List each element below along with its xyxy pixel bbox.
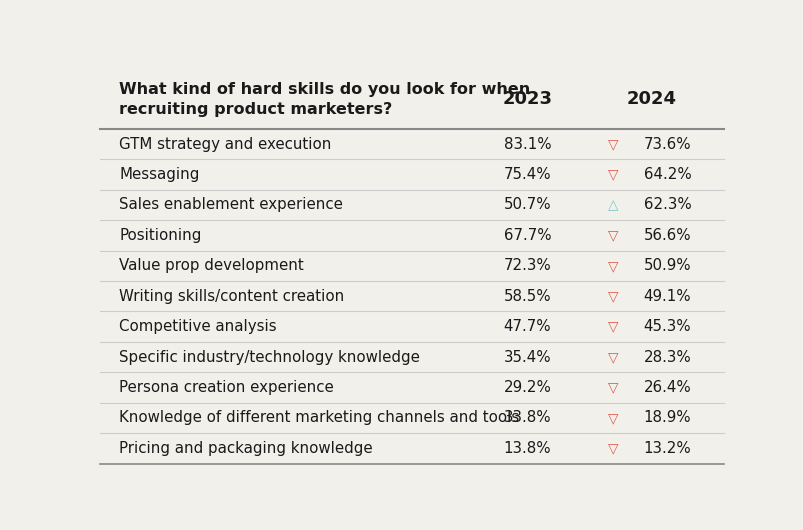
Text: What kind of hard skills do you look for when
recruiting product marketers?: What kind of hard skills do you look for… bbox=[119, 82, 530, 117]
Text: 47.7%: 47.7% bbox=[503, 319, 550, 334]
Text: 58.5%: 58.5% bbox=[503, 289, 550, 304]
Text: 18.9%: 18.9% bbox=[643, 410, 691, 426]
Text: 73.6%: 73.6% bbox=[643, 137, 691, 152]
Text: 50.9%: 50.9% bbox=[643, 258, 691, 273]
Text: Messaging: Messaging bbox=[119, 167, 199, 182]
Text: Positioning: Positioning bbox=[119, 228, 202, 243]
Text: ▽: ▽ bbox=[608, 320, 618, 334]
Text: 56.6%: 56.6% bbox=[643, 228, 691, 243]
Text: 62.3%: 62.3% bbox=[643, 198, 691, 213]
Text: 28.3%: 28.3% bbox=[643, 350, 691, 365]
Text: ▽: ▽ bbox=[608, 441, 618, 455]
Text: 35.4%: 35.4% bbox=[503, 350, 550, 365]
Text: 75.4%: 75.4% bbox=[503, 167, 550, 182]
Text: Competitive analysis: Competitive analysis bbox=[119, 319, 276, 334]
Text: 45.3%: 45.3% bbox=[643, 319, 691, 334]
Text: Pricing and packaging knowledge: Pricing and packaging knowledge bbox=[119, 441, 373, 456]
Text: ▽: ▽ bbox=[608, 289, 618, 303]
Text: 2023: 2023 bbox=[502, 90, 552, 108]
Text: ▽: ▽ bbox=[608, 350, 618, 364]
Text: 13.2%: 13.2% bbox=[643, 441, 691, 456]
Text: 50.7%: 50.7% bbox=[503, 198, 550, 213]
Text: ▽: ▽ bbox=[608, 228, 618, 242]
Text: 83.1%: 83.1% bbox=[503, 137, 550, 152]
Text: 64.2%: 64.2% bbox=[643, 167, 691, 182]
Text: 33.8%: 33.8% bbox=[503, 410, 550, 426]
Text: ▽: ▽ bbox=[608, 137, 618, 151]
Text: 2024: 2024 bbox=[626, 90, 676, 108]
Text: 49.1%: 49.1% bbox=[643, 289, 691, 304]
Text: ▽: ▽ bbox=[608, 381, 618, 394]
Text: Value prop development: Value prop development bbox=[119, 258, 304, 273]
Text: 72.3%: 72.3% bbox=[503, 258, 551, 273]
Text: Writing skills/content creation: Writing skills/content creation bbox=[119, 289, 344, 304]
Text: ▽: ▽ bbox=[608, 259, 618, 273]
Text: 67.7%: 67.7% bbox=[503, 228, 550, 243]
Text: Knowledge of different marketing channels and tools: Knowledge of different marketing channel… bbox=[119, 410, 519, 426]
Text: ▽: ▽ bbox=[608, 411, 618, 425]
Text: 29.2%: 29.2% bbox=[503, 380, 551, 395]
Text: ▽: ▽ bbox=[608, 167, 618, 182]
Text: Persona creation experience: Persona creation experience bbox=[119, 380, 333, 395]
Text: GTM strategy and execution: GTM strategy and execution bbox=[119, 137, 331, 152]
Text: Specific industry/technology knowledge: Specific industry/technology knowledge bbox=[119, 350, 419, 365]
Text: 13.8%: 13.8% bbox=[503, 441, 550, 456]
Text: 26.4%: 26.4% bbox=[643, 380, 691, 395]
Text: △: △ bbox=[608, 198, 618, 212]
Text: Sales enablement experience: Sales enablement experience bbox=[119, 198, 343, 213]
